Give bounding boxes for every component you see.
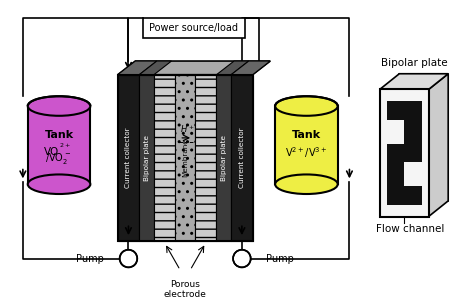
Polygon shape (139, 61, 172, 75)
Bar (275, 106, 337, 184)
Bar (118, 75, 139, 241)
Ellipse shape (275, 174, 337, 194)
Text: Current collector: Current collector (239, 127, 245, 188)
Bar (404, 120, 422, 144)
Text: Bipolar plate: Bipolar plate (221, 135, 227, 181)
Polygon shape (118, 61, 270, 75)
Bar (154, 75, 175, 241)
Polygon shape (231, 61, 270, 75)
Text: Porous
electrode: Porous electrode (164, 280, 207, 300)
Text: Bipolar plate: Bipolar plate (144, 135, 150, 181)
Circle shape (119, 250, 137, 267)
Bar (387, 162, 404, 186)
Bar (387, 186, 422, 205)
Text: VO: VO (44, 147, 59, 157)
Ellipse shape (275, 96, 337, 116)
Text: Power source/load: Power source/load (149, 23, 238, 33)
Text: Tank: Tank (292, 130, 321, 140)
Text: Current collector: Current collector (126, 127, 131, 188)
Bar (380, 89, 428, 217)
Text: Membrane: Membrane (182, 138, 188, 177)
Bar (217, 75, 231, 241)
Bar (139, 75, 154, 241)
Text: Bipolar plate: Bipolar plate (381, 58, 447, 68)
Bar (28, 106, 91, 184)
Bar (387, 144, 422, 162)
Ellipse shape (28, 174, 91, 194)
Ellipse shape (28, 96, 91, 116)
Bar (118, 75, 253, 241)
Bar (399, 74, 448, 201)
Bar (231, 75, 253, 241)
Bar (175, 75, 195, 241)
Circle shape (233, 250, 251, 267)
Polygon shape (428, 74, 448, 217)
Text: Flow channel: Flow channel (376, 224, 444, 234)
Text: Tank: Tank (45, 130, 73, 140)
Text: $^{2+}$: $^{2+}$ (59, 143, 71, 152)
Bar (143, 18, 246, 38)
Polygon shape (380, 74, 448, 89)
Bar (387, 101, 422, 120)
Text: $H^+$: $H^+$ (180, 123, 194, 135)
Text: Pump: Pump (266, 253, 294, 264)
Text: Pump: Pump (76, 253, 104, 264)
Polygon shape (118, 61, 157, 75)
Text: V$^{2+}$/V$^{3+}$: V$^{2+}$/V$^{3+}$ (285, 145, 328, 160)
Bar (195, 75, 217, 241)
Polygon shape (217, 61, 249, 75)
Text: /VO$_2^-$: /VO$_2^-$ (45, 151, 71, 166)
